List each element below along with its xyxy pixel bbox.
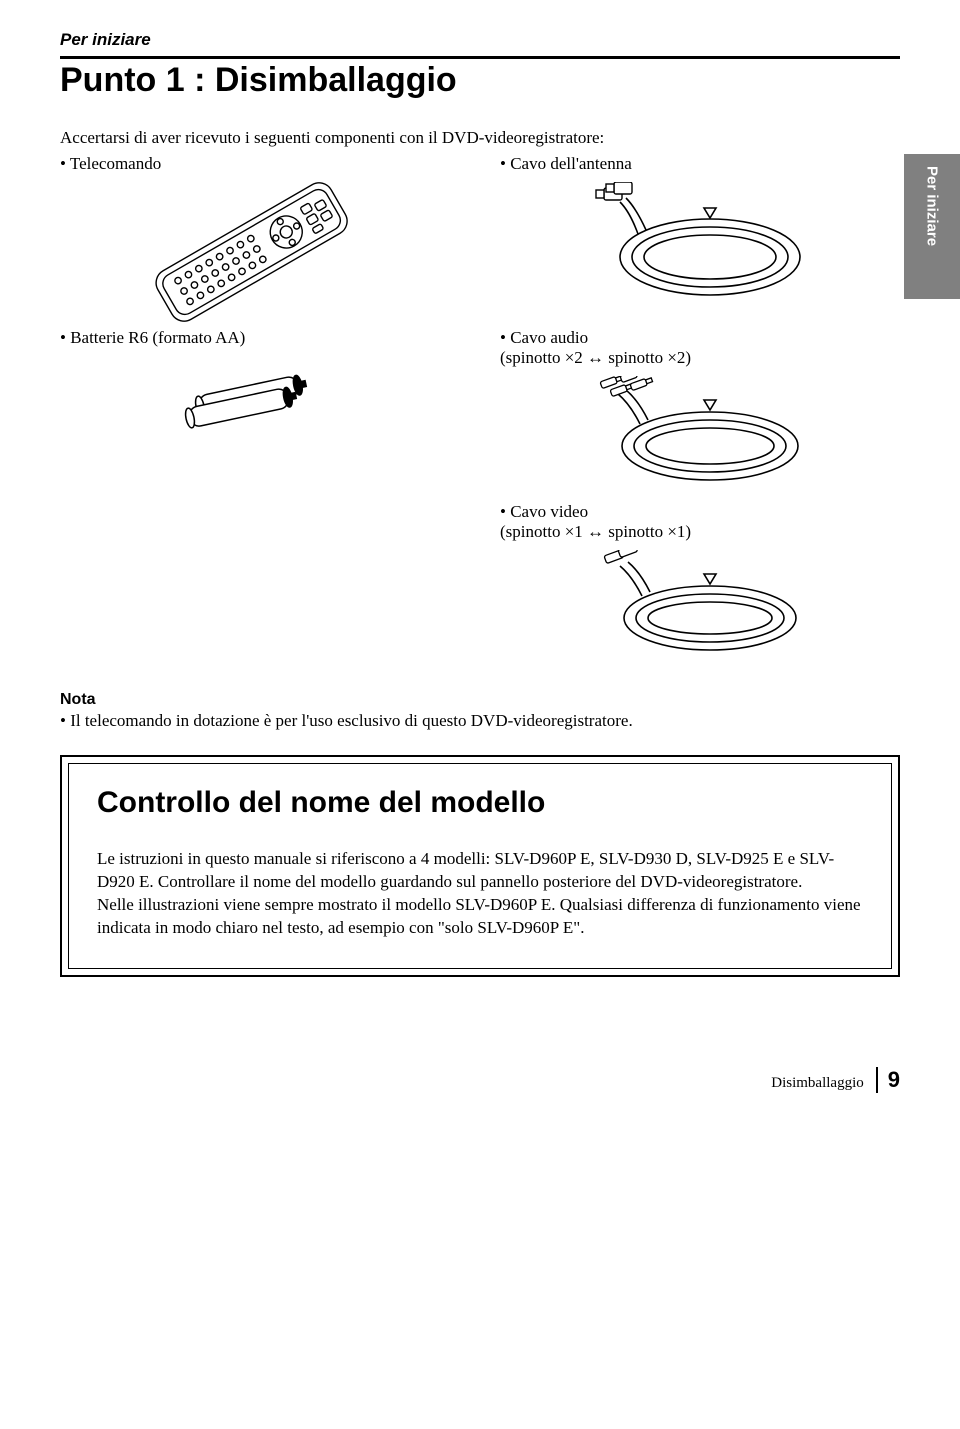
illus-antenna-cable: [500, 182, 900, 312]
illus-remote: [60, 182, 460, 322]
col-cavo-video: • Cavo video (spinotto ×1 ↔ spinotto ×1): [500, 502, 900, 665]
row-3: • Cavo video (spinotto ×1 ↔ spinotto ×1): [60, 502, 900, 665]
page-footer: Disimballaggio 9: [60, 1067, 900, 1093]
label-cavo-video: • Cavo video (spinotto ×1 ↔ spinotto ×1): [500, 502, 900, 542]
callout-title: Controllo del nome del modello: [97, 786, 863, 820]
breadcrumb: Per iniziare: [60, 30, 900, 50]
col-telecomando: • Telecomando: [60, 154, 460, 322]
row-2: • Batterie R6 (formato AA): [60, 328, 900, 496]
illus-audio-cable: [500, 376, 900, 496]
intro-text: Accertarsi di aver ricevuto i seguenti c…: [60, 128, 900, 148]
note-heading: Nota: [60, 691, 900, 709]
row-1: • Telecomando: [60, 154, 900, 322]
footer-section-name: Disimballaggio: [771, 1075, 864, 1092]
page-title: Punto 1 : Disimballaggio: [60, 61, 900, 100]
col-blank: [60, 502, 460, 665]
sidebar-tab: Per iniziare: [904, 154, 960, 299]
horizontal-rule: [60, 56, 900, 59]
footer-page-number: 9: [876, 1067, 900, 1093]
callout-inner: Controllo del nome del modello Le istruz…: [68, 763, 892, 969]
label-antenna: • Cavo dell'antenna: [500, 154, 900, 174]
illus-video-cable: [500, 550, 900, 665]
col-cavo-audio: • Cavo audio (spinotto ×2 ↔ spinotto ×2): [500, 328, 900, 496]
label-cavo-audio: • Cavo audio (spinotto ×2 ↔ spinotto ×2): [500, 328, 900, 368]
col-batterie: • Batterie R6 (formato AA): [60, 328, 460, 496]
illus-batteries: [60, 356, 460, 436]
label-batterie: • Batterie R6 (formato AA): [60, 328, 460, 348]
callout-box: Controllo del nome del modello Le istruz…: [60, 755, 900, 977]
callout-body: Le istruzioni in questo manuale si rifer…: [97, 848, 863, 940]
label-telecomando: • Telecomando: [60, 154, 460, 174]
note-body: • Il telecomando in dotazione è per l'us…: [60, 711, 900, 731]
col-antenna: • Cavo dell'antenna: [500, 154, 900, 322]
